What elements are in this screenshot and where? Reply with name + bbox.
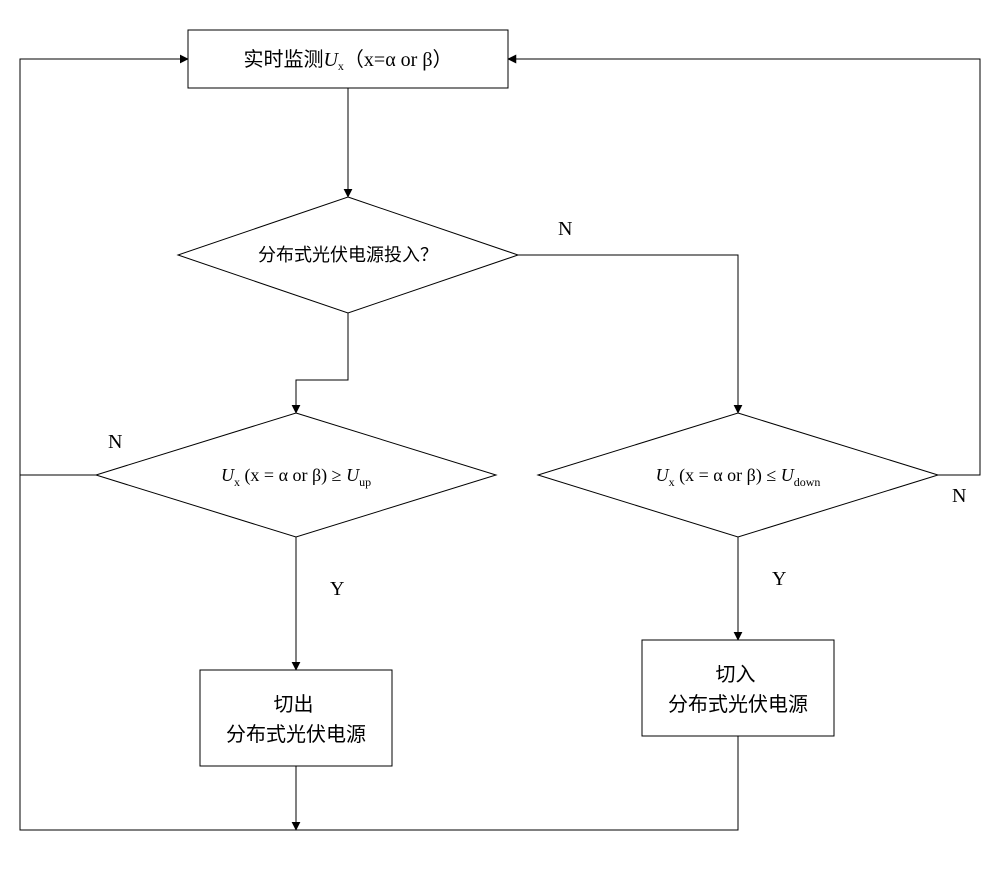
label-down-Y: Y	[772, 568, 786, 590]
edge-bottom-loop	[20, 475, 296, 830]
label-up-N: N	[108, 431, 122, 453]
node-cut-in	[642, 640, 834, 736]
node-cut-out	[200, 670, 392, 766]
label-invest-N: N	[558, 218, 572, 240]
label-down-N: N	[952, 485, 966, 507]
edge-down-N-loop	[508, 59, 980, 475]
label-up-Y: Y	[330, 578, 344, 600]
edge-invest-to-up	[296, 313, 348, 413]
node-monitor-text: 实时监测Ux（x=α or β）	[243, 48, 452, 73]
edge-invest-N-to-down	[518, 255, 738, 413]
edge-up-N-loop	[20, 59, 188, 475]
node-decision-invest-text: 分布式光伏电源投入？	[258, 245, 438, 265]
